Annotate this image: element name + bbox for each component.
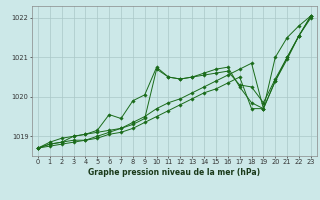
X-axis label: Graphe pression niveau de la mer (hPa): Graphe pression niveau de la mer (hPa) [88,168,260,177]
